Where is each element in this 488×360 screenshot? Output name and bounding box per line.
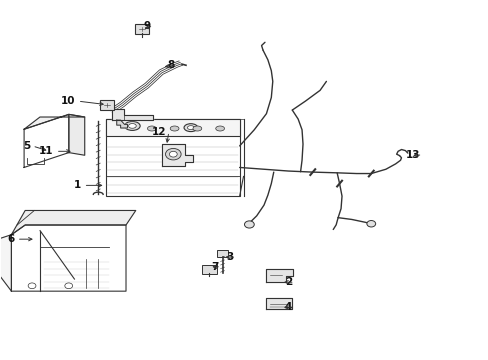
Text: 12: 12 — [152, 127, 166, 136]
FancyBboxPatch shape — [135, 24, 149, 34]
Circle shape — [65, 283, 73, 289]
Ellipse shape — [215, 126, 224, 131]
Polygon shape — [11, 211, 136, 235]
Circle shape — [244, 221, 254, 228]
Ellipse shape — [187, 126, 194, 130]
Ellipse shape — [124, 121, 140, 130]
Ellipse shape — [170, 126, 179, 131]
FancyBboxPatch shape — [105, 119, 239, 196]
Polygon shape — [24, 114, 69, 167]
Polygon shape — [117, 120, 127, 128]
Ellipse shape — [147, 126, 156, 131]
Text: 1: 1 — [74, 180, 81, 190]
Text: 7: 7 — [211, 262, 218, 272]
Polygon shape — [24, 114, 84, 129]
Text: 10: 10 — [61, 96, 75, 106]
Text: 5: 5 — [22, 141, 30, 151]
Text: 11: 11 — [39, 146, 53, 156]
Polygon shape — [266, 269, 293, 282]
Ellipse shape — [128, 123, 136, 128]
Text: 4: 4 — [285, 302, 292, 312]
Circle shape — [169, 151, 177, 157]
Circle shape — [165, 148, 181, 160]
Text: 3: 3 — [226, 252, 233, 262]
FancyBboxPatch shape — [105, 119, 239, 136]
Circle shape — [366, 221, 375, 227]
Polygon shape — [11, 225, 126, 291]
Polygon shape — [161, 144, 193, 166]
Text: 13: 13 — [405, 150, 419, 160]
Text: 2: 2 — [285, 277, 292, 287]
Ellipse shape — [183, 124, 197, 132]
Circle shape — [28, 283, 36, 289]
Polygon shape — [69, 114, 84, 155]
FancyBboxPatch shape — [202, 265, 216, 274]
FancyBboxPatch shape — [217, 250, 227, 257]
Polygon shape — [112, 109, 153, 120]
FancyBboxPatch shape — [100, 100, 114, 110]
Text: 8: 8 — [167, 60, 174, 70]
Ellipse shape — [193, 126, 202, 131]
Text: 9: 9 — [143, 21, 151, 31]
Polygon shape — [0, 235, 11, 291]
Text: 6: 6 — [7, 234, 14, 244]
Polygon shape — [266, 298, 291, 309]
